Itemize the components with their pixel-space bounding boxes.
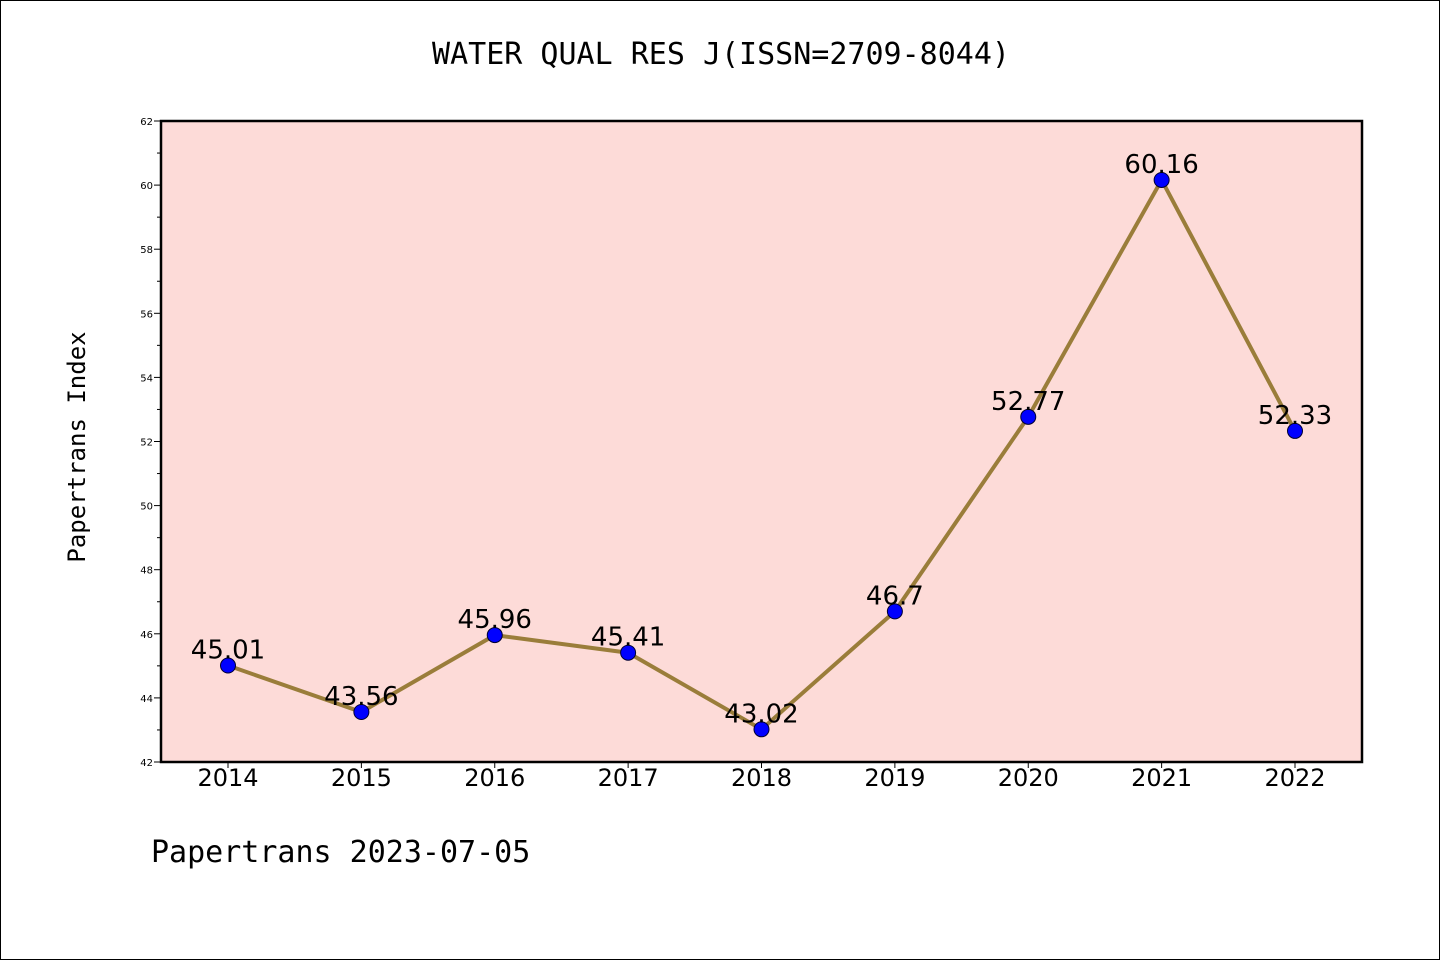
footer-text: Papertrans 2023-07-05 [151,835,531,870]
x-tick-label: 2019 [864,764,925,792]
y-tick-label: 50 [140,502,153,513]
plot-area [161,121,1362,762]
y-tick-label: 60 [140,181,153,192]
data-point [353,704,370,721]
x-tick-label: 2020 [998,764,1059,792]
x-tick-label: 2014 [197,764,258,792]
data-label: 45.41 [591,623,665,653]
data-point [753,721,770,738]
data-point [620,644,637,661]
y-tick-label: 44 [140,694,153,705]
data-labels: 45.01 43.56 45.96 45.41 43.02 46.7 52.77 60.16 5… [191,150,1332,729]
x-tick-label: 2015 [331,764,392,792]
data-point [486,627,503,644]
data-label: 60.16 [1124,150,1198,180]
x-tick-label: 2016 [464,764,525,792]
y-tick-label: 54 [140,373,153,384]
data-label: 45.01 [191,636,265,666]
y-tick-label: 58 [140,245,153,256]
data-label: 43.02 [724,699,798,729]
data-label: 52.33 [1258,401,1332,431]
data-point [886,603,903,620]
plot-border [159,119,1364,764]
y-axis: 42 44 46 48 50 52 54 56 58 60 62 [140,117,161,769]
data-label: 43.56 [324,682,398,712]
chart-title: WATER QUAL RES J(ISSN=2709-8044) [432,37,1010,72]
data-point [220,657,236,674]
y-tick-label: 52 [140,438,153,449]
y-tick-label: 56 [140,309,153,320]
x-tick-label: 2022 [1264,764,1325,792]
x-axis: 2014 2015 2016 2017 2018 2019 2020 2021 2022 [197,762,1326,792]
x-tick-label: 2017 [598,764,659,792]
y-tick-label: 48 [140,566,153,577]
series-layer [220,171,1303,738]
x-tick-label: 2021 [1131,764,1192,792]
data-label: 45.96 [458,605,532,635]
y-tick-label: 62 [140,117,153,128]
data-point [1153,171,1170,188]
y-tick-label: 42 [140,758,153,769]
data-label: 52.77 [991,387,1065,417]
data-point [1020,408,1037,425]
x-tick-label: 2018 [731,764,792,792]
y-tick-label: 46 [140,630,153,641]
data-label: 46.7 [866,581,924,611]
data-point [1287,422,1303,439]
